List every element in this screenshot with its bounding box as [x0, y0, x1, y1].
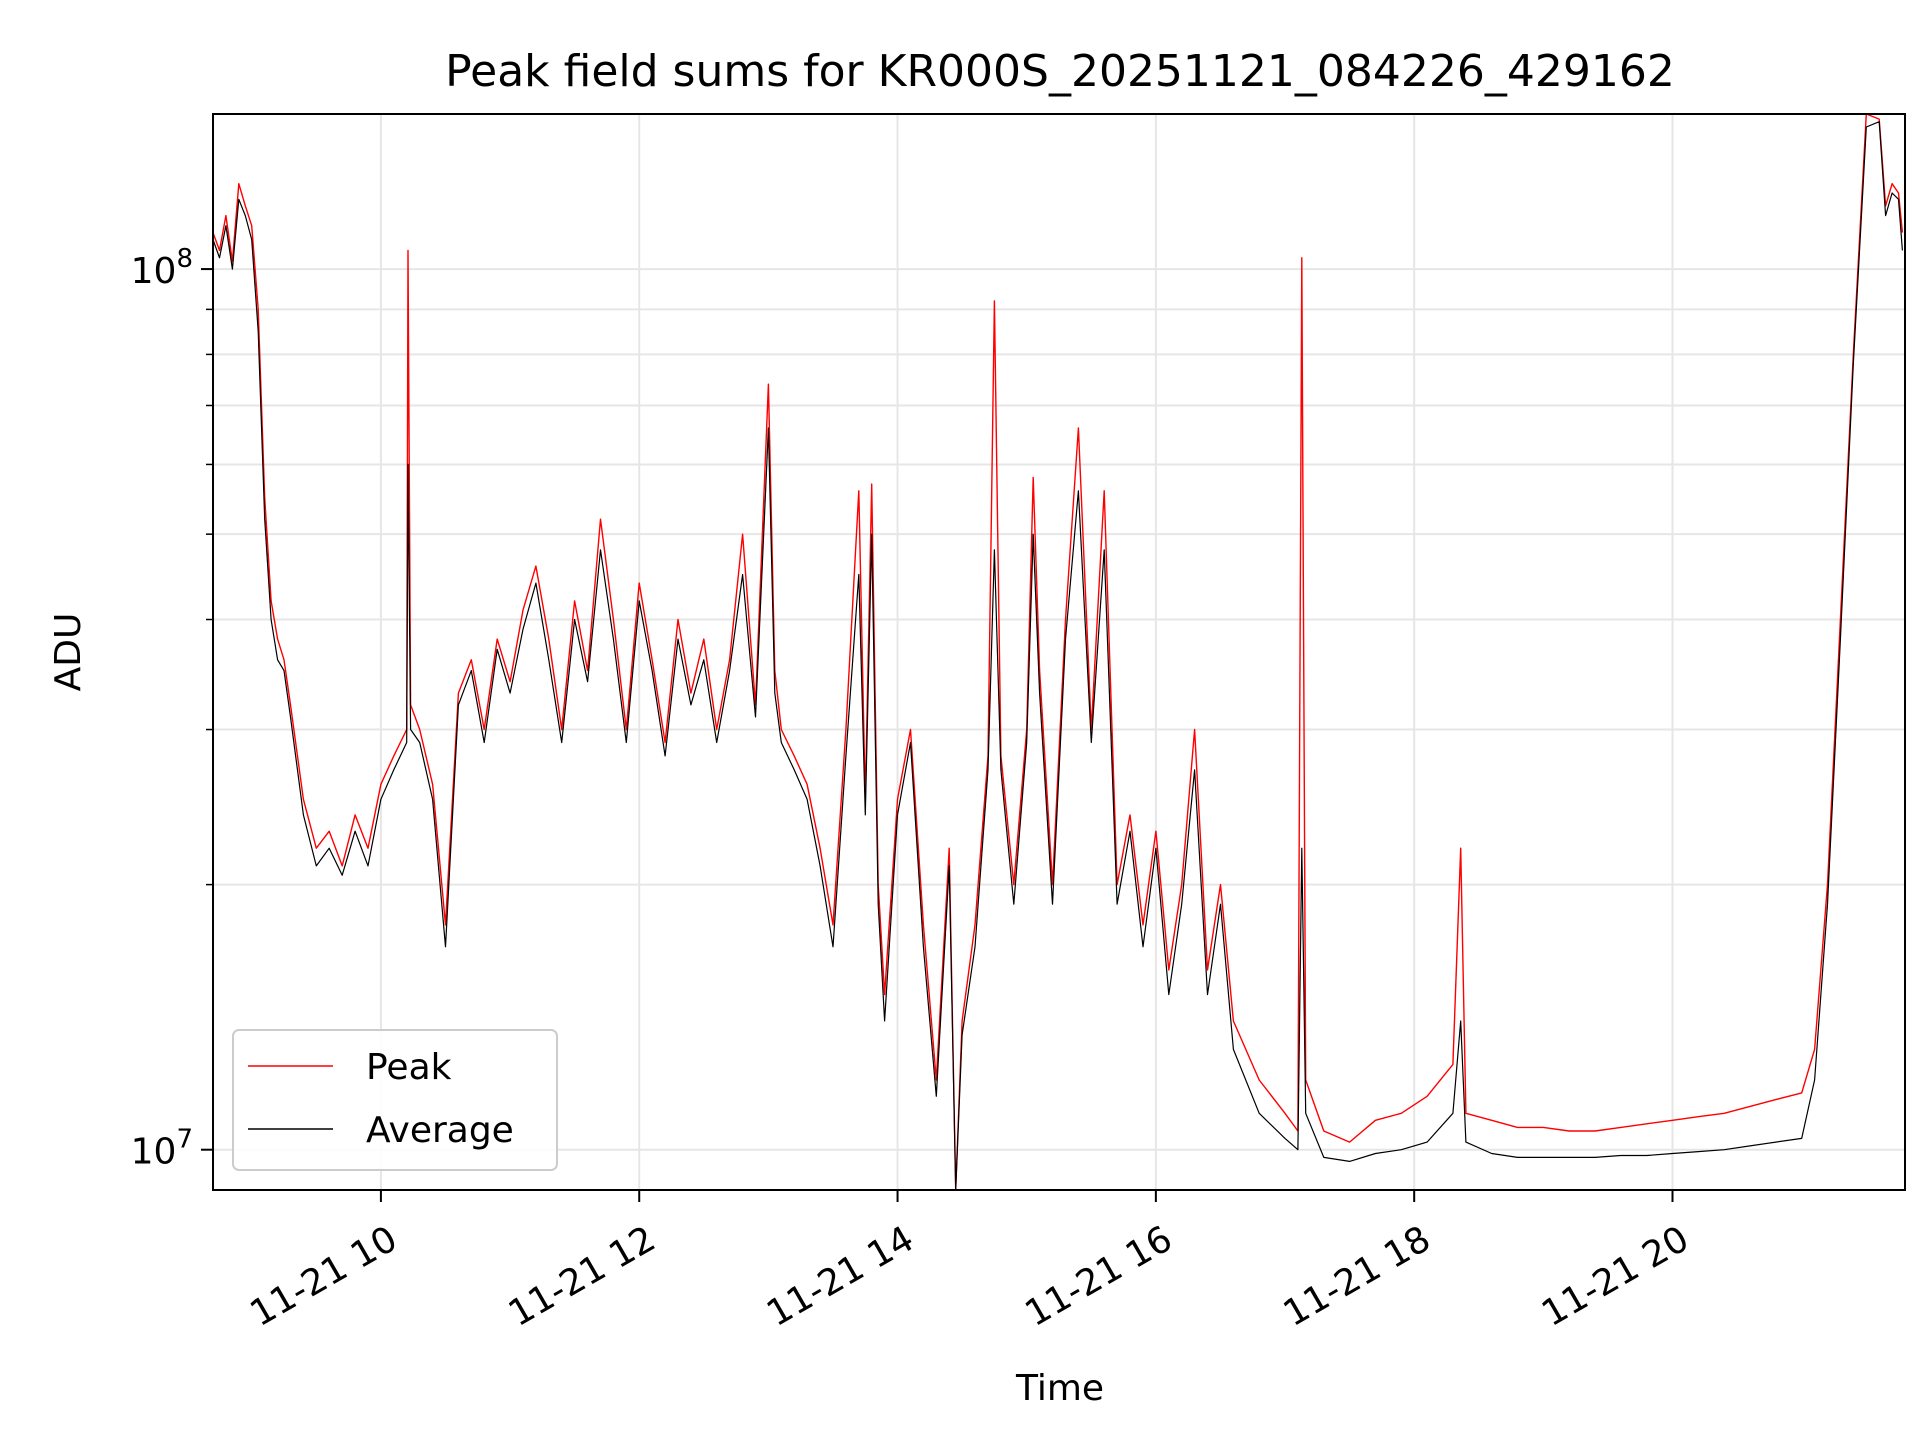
- chart-title: Peak field sums for KR000S_20251121_0842…: [445, 46, 1675, 97]
- y-tick-label: 108: [131, 244, 193, 292]
- legend-box: [232, 1029, 558, 1171]
- y-tick-label: 107: [131, 1125, 193, 1173]
- grid: [213, 114, 1905, 1190]
- legend-label-peak: Peak: [366, 1047, 452, 1088]
- y-axis-label: ADU: [48, 613, 89, 692]
- plot-frame: [212, 113, 1906, 1191]
- series-line-average: [213, 121, 1903, 1190]
- series-layer: [213, 114, 1904, 1190]
- x-axis-label: Time: [1015, 1368, 1104, 1409]
- legend: Peak Average: [232, 1029, 558, 1171]
- legend-label-average: Average: [366, 1110, 514, 1151]
- y-axis: 107 108: [131, 244, 213, 1173]
